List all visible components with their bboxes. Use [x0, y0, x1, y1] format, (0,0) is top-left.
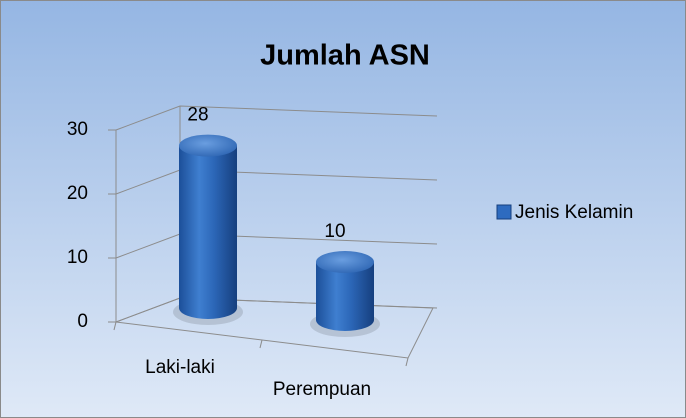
chart-title: Jumlah ASN	[260, 40, 430, 72]
y-tick-label: 20	[67, 183, 88, 204]
y-tick-label: 30	[67, 119, 88, 140]
bar-top	[179, 134, 237, 157]
bar-body	[316, 262, 374, 331]
legend-label: Jenis Kelamin	[515, 202, 633, 223]
x-tick-label: Perempuan	[273, 379, 371, 400]
bar-top	[316, 251, 374, 273]
x-tick-label: Laki-laki	[145, 357, 215, 378]
x-tick	[259, 339, 263, 349]
bar	[179, 134, 237, 319]
y-tick-label: 0	[77, 311, 88, 332]
y-tick-label: 10	[67, 247, 88, 268]
bar-body	[179, 145, 237, 319]
legend-swatch	[496, 204, 512, 220]
grid-line	[115, 105, 438, 131]
data-label: 28	[187, 105, 208, 126]
x-tick	[405, 357, 409, 367]
data-label: 10	[324, 221, 345, 242]
x-tick	[113, 321, 117, 331]
bar	[316, 251, 374, 331]
